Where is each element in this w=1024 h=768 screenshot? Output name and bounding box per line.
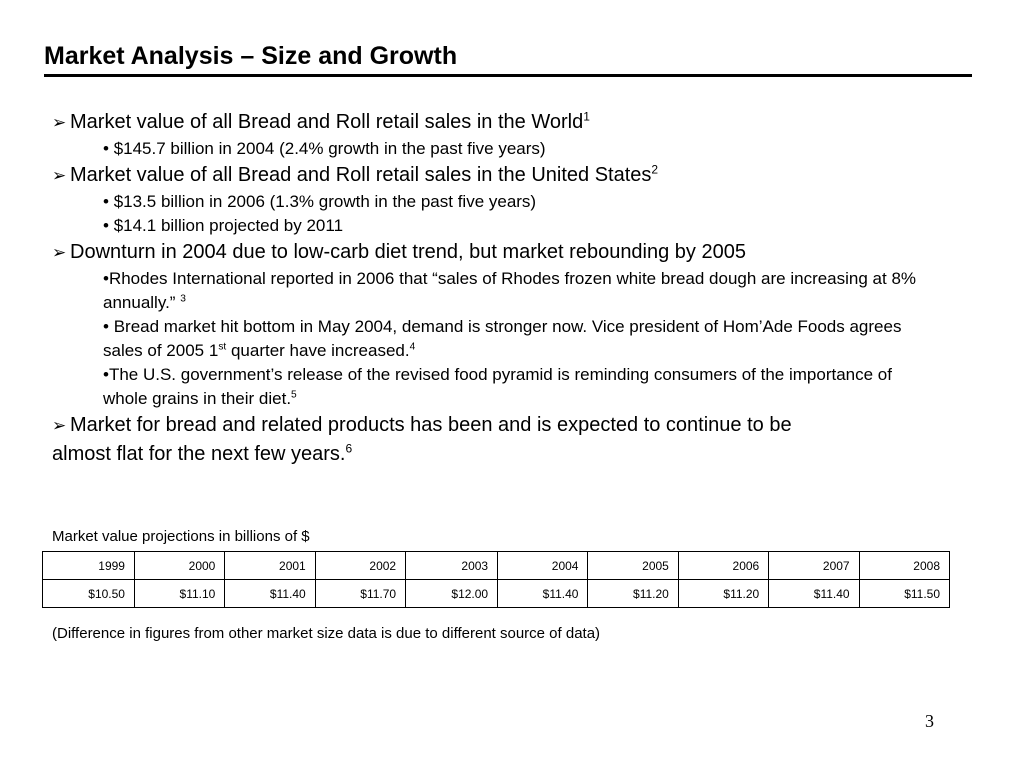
dot-bullet-icon: • (103, 139, 109, 158)
value-row: $10.50 $11.10 $11.40 $11.70 $12.00 $11.4… (42, 579, 951, 608)
footnote-ref: 3 (180, 293, 186, 305)
bullet-us-market: ➢ Market value of all Bread and Roll reta… (52, 161, 952, 190)
sub-bullet-world-value: • $145.7 billion in 2004 (2.4% growth in… (52, 137, 933, 161)
footnote-ref: 5 (291, 389, 297, 401)
sub-bullet-text: Bread market hit bottom in May 2004, dem… (103, 317, 902, 360)
sub-bullet-text: quarter have increased. (226, 341, 410, 360)
sub-bullet-homade: • Bread market hit bottom in May 2004, d… (52, 315, 933, 363)
year-cell: 2002 (314, 551, 407, 580)
sub-bullet-text: The U.S. government’s release of the rev… (103, 365, 892, 408)
footnote-ref: 1 (583, 109, 590, 124)
sub-bullet-us-2006: • $13.5 billion in 2006 (1.3% growth in … (52, 190, 933, 214)
value-cell: $11.40 (497, 579, 589, 608)
dot-bullet-icon: • (103, 216, 109, 235)
arrow-bullet-icon: ➢ (52, 243, 67, 262)
dot-bullet-icon: • (103, 317, 109, 336)
sub-bullet-us-2011: • $14.1 billion projected by 2011 (52, 214, 933, 238)
value-cell: $11.20 (587, 579, 679, 608)
bullet-text: Market for bread and related products ha… (70, 414, 792, 436)
year-header-row: 1999 2000 2001 2002 2003 2004 2005 2006 … (42, 551, 951, 580)
footnote-ref: 2 (651, 162, 659, 177)
sub-bullet-rhodes: •Rhodes International reported in 2006 t… (52, 267, 933, 315)
year-cell: 1999 (42, 551, 135, 580)
year-cell: 2005 (587, 551, 679, 580)
dot-bullet-icon: • (103, 365, 109, 384)
bullet-text: Market value of all Bread and Roll retai… (70, 111, 584, 133)
sub-bullet-text: $14.1 billion projected by 2011 (113, 216, 344, 235)
page-number: 3 (925, 711, 934, 731)
value-cell: $11.70 (314, 579, 407, 608)
bullet-flat-market-continued: almost flat for the next few years.6 (52, 440, 952, 468)
year-cell: 2000 (133, 551, 226, 580)
year-cell: 2008 (858, 551, 951, 580)
value-cell: $10.50 (42, 579, 135, 608)
year-cell: 2003 (405, 551, 499, 580)
market-value-table: 1999 2000 2001 2002 2003 2004 2005 2006 … (42, 551, 951, 608)
sub-bullet-text: Rhodes International reported in 2006 th… (103, 269, 917, 312)
arrow-bullet-icon: ➢ (52, 166, 67, 185)
table-caption: Market value projections in billions of … (52, 528, 310, 545)
bullet-flat-market: ➢ Market for bread and related products h… (52, 411, 952, 440)
footnote-ref: 4 (409, 341, 416, 353)
data-source-note: (Difference in figures from other market… (52, 625, 601, 642)
value-cell: $11.40 (224, 579, 316, 608)
value-cell: $12.00 (405, 579, 499, 608)
bullet-list: ➢ Market value of all Bread and Roll reta… (52, 108, 952, 468)
bullet-world-market: ➢ Market value of all Bread and Roll reta… (52, 108, 952, 137)
footnote-ref: 6 (345, 441, 353, 456)
dot-bullet-icon: • (103, 269, 109, 288)
year-cell: 2006 (677, 551, 770, 580)
bullet-text: almost flat for the next few years. (52, 443, 346, 465)
value-cell: $11.40 (768, 579, 860, 608)
sub-bullet-text: $13.5 billion in 2006 (1.3% growth in th… (113, 192, 537, 211)
bullet-text: Downturn in 2004 due to low-carb diet tr… (70, 241, 746, 263)
dot-bullet-icon: • (103, 192, 109, 211)
title-underline (44, 74, 972, 77)
value-cell: $11.50 (858, 579, 951, 608)
sub-bullet-text: $145.7 billion in 2004 (2.4% growth in t… (113, 139, 546, 158)
sub-bullet-food-pyramid: •The U.S. government’s release of the re… (52, 363, 933, 411)
slide-title: Market Analysis – Size and Growth (44, 42, 458, 70)
ordinal-suffix: st (218, 341, 227, 353)
value-cell: $11.20 (677, 579, 770, 608)
year-cell: 2007 (768, 551, 860, 580)
bullet-downturn: ➢ Downturn in 2004 due to low-carb diet t… (52, 238, 952, 267)
bullet-text: Market value of all Bread and Roll retai… (70, 164, 652, 186)
arrow-bullet-icon: ➢ (52, 113, 67, 132)
arrow-bullet-icon: ➢ (52, 416, 67, 435)
value-cell: $11.10 (133, 579, 226, 608)
year-cell: 2001 (224, 551, 316, 580)
year-cell: 2004 (497, 551, 589, 580)
